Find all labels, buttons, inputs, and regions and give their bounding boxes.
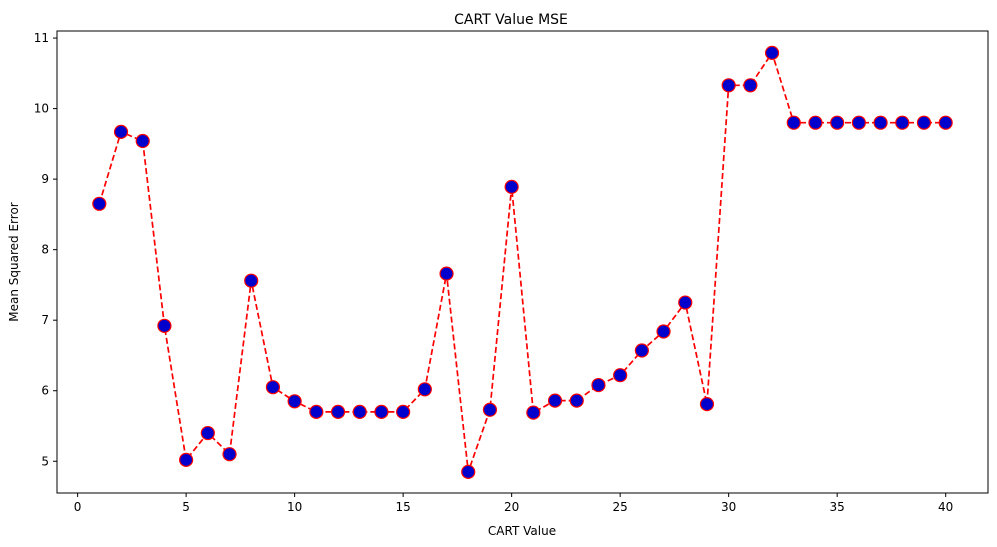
y-tick-label: 10 [34,102,49,116]
data-point [721,78,736,93]
data-point [504,179,519,194]
data-point [547,393,563,408]
data-point [895,115,910,130]
data-point [113,124,129,139]
data-point [374,404,389,419]
x-tick-label: 15 [396,500,411,514]
x-tick-label: 25 [613,500,628,514]
data-point [786,115,801,130]
x-tick-label: 10 [287,500,302,514]
data-point [634,343,649,358]
data-point [764,45,780,60]
data-point [309,404,324,419]
data-point [417,382,432,397]
data-point [699,397,715,412]
data-point [656,324,671,339]
data-point [352,404,367,419]
data-point [179,452,194,467]
x-axis-label: CART Value [488,524,556,538]
data-point [851,115,866,130]
data-point [873,115,888,130]
data-point [916,115,932,130]
chart-title: CART Value MSE [454,12,568,28]
data-point [613,368,628,383]
y-tick-label: 5 [41,454,49,468]
y-tick-label: 11 [34,31,49,45]
data-point [830,115,845,130]
x-tick-label: 0 [74,500,82,514]
x-tick-label: 35 [830,500,845,514]
data-point [135,133,150,149]
data-point [526,405,541,420]
data-point [591,377,606,393]
x-tick-label: 40 [938,500,953,514]
data-point [938,115,953,130]
data-point [461,464,476,479]
plot-area [92,45,953,479]
x-tick-label: 20 [504,500,519,514]
x-tick-label: 5 [182,500,190,514]
data-point [330,404,346,419]
y-axis-label: Mean Squared Error [7,202,21,322]
data-point [743,78,758,93]
data-point [92,196,107,211]
data-point [200,425,215,441]
data-point [569,393,584,408]
y-tick-label: 7 [41,313,49,327]
y-tick-label: 9 [41,172,49,186]
data-point [808,115,823,130]
data-point [287,394,302,409]
data-point [222,447,237,462]
data-point [439,266,454,281]
y-tick-label: 8 [41,243,49,257]
data-point [157,318,172,333]
data-point [265,380,281,395]
data-point [482,402,498,417]
data-point [678,295,693,310]
series-line [98,50,946,473]
x-tick-label: 30 [721,500,736,514]
plot-frame [56,30,989,494]
y-tick-label: 6 [41,384,49,398]
data-point [244,273,259,288]
data-point [396,404,411,419]
